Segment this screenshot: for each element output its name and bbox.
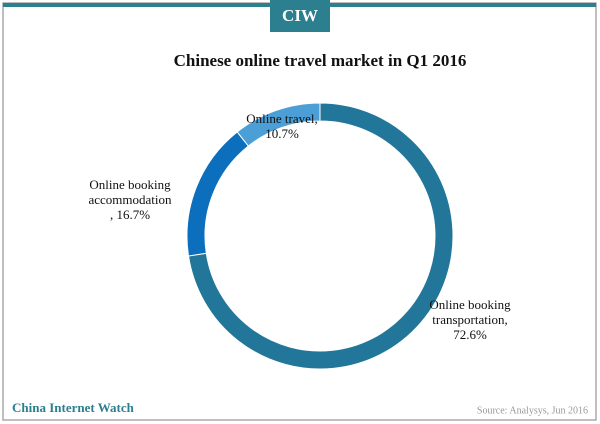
- badge: CIW: [282, 6, 318, 25]
- value-label: 72.6%: [453, 327, 487, 342]
- chart-title: Chinese online travel market in Q1 2016: [174, 51, 467, 70]
- donut-segment: [236, 102, 321, 147]
- category-label: Online travel,: [246, 111, 318, 126]
- badge-box: [270, 0, 330, 32]
- data-label: Online booking accommodation, 16.7%: [65, 177, 195, 222]
- source: Source: Analysys, Jun 2016: [477, 405, 588, 416]
- brand: China Internet Watch: [12, 400, 135, 415]
- value-label: 10.7%: [265, 126, 299, 141]
- category-label: Online booking accommodation: [88, 177, 172, 207]
- category-label: Online booking transportation,: [429, 297, 511, 327]
- donut-segment: [187, 102, 454, 370]
- data-label: Online travel, 10.7%: [232, 111, 332, 141]
- data-label: Online booking transportation, 72.6%: [405, 297, 535, 342]
- value-label: , 16.7%: [109, 207, 151, 222]
- donut-segment: [186, 131, 250, 257]
